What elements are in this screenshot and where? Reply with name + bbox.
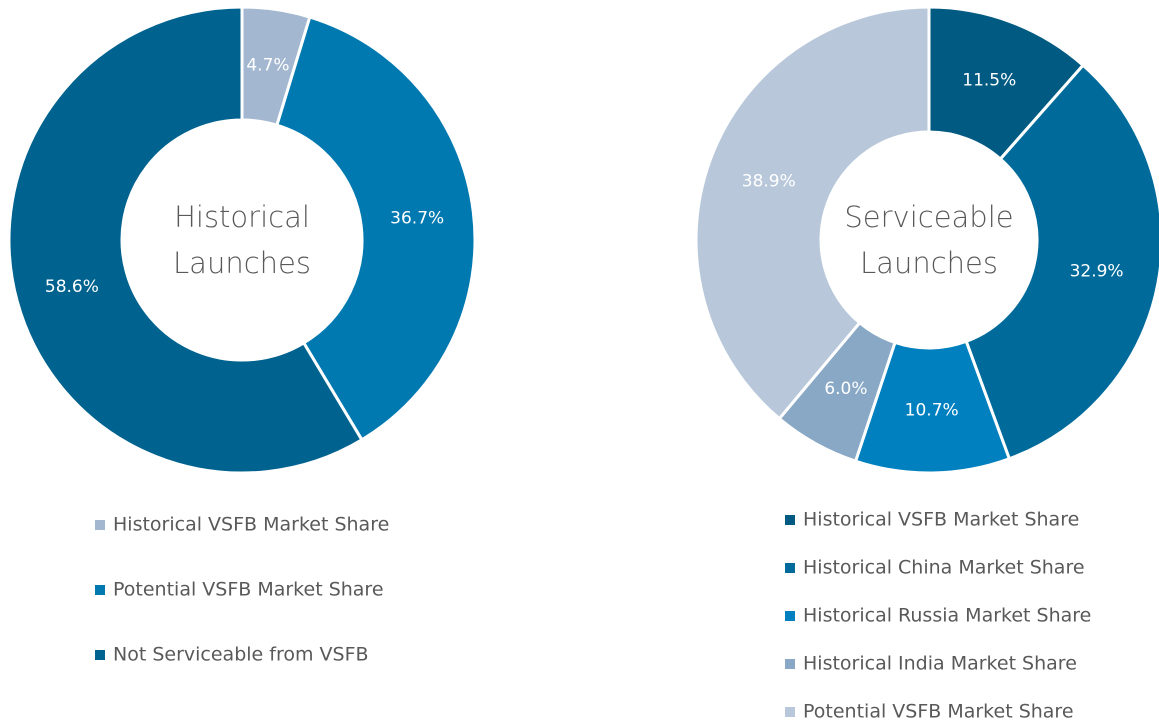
legend-swatch [95, 585, 105, 595]
value-label: 11.5% [962, 71, 1016, 91]
value-label: 32.9% [1070, 261, 1124, 281]
value-label: 38.9% [742, 172, 796, 192]
donut-center-title: Serviceable Launches [844, 200, 1014, 280]
legend-label: Not Serviceable from VSFB [113, 644, 369, 666]
legend-swatch [95, 650, 105, 660]
legend-label: Potential VSFB Market Share [113, 579, 384, 601]
value-label: 58.6% [45, 277, 99, 297]
value-label: 10.7% [905, 400, 959, 420]
legend-swatch [785, 659, 795, 669]
legend-label: Historical VSFB Market Share [113, 514, 389, 536]
legend-label: Historical Russia Market Share [803, 605, 1091, 627]
value-label: 36.7% [390, 208, 444, 228]
donut-slice [694, 5, 931, 421]
legend-label: Historical VSFB Market Share [803, 509, 1079, 531]
legend-swatch [785, 707, 795, 717]
legend-label: Potential VSFB Market Share [803, 701, 1074, 723]
legend-swatch [785, 611, 795, 621]
donut-slice [275, 15, 477, 442]
legend-swatch [785, 515, 795, 525]
legend-label: Historical China Market Share [803, 557, 1085, 579]
donut-slice [7, 5, 364, 475]
donut-center-title: Historical Launches [173, 200, 311, 280]
donut-slice [964, 63, 1159, 461]
value-label: 4.7% [246, 55, 289, 75]
legend-swatch [95, 520, 105, 530]
legend-swatch [785, 563, 795, 573]
value-label: 6.0% [824, 379, 867, 399]
legend-label: Historical India Market Share [803, 653, 1077, 675]
